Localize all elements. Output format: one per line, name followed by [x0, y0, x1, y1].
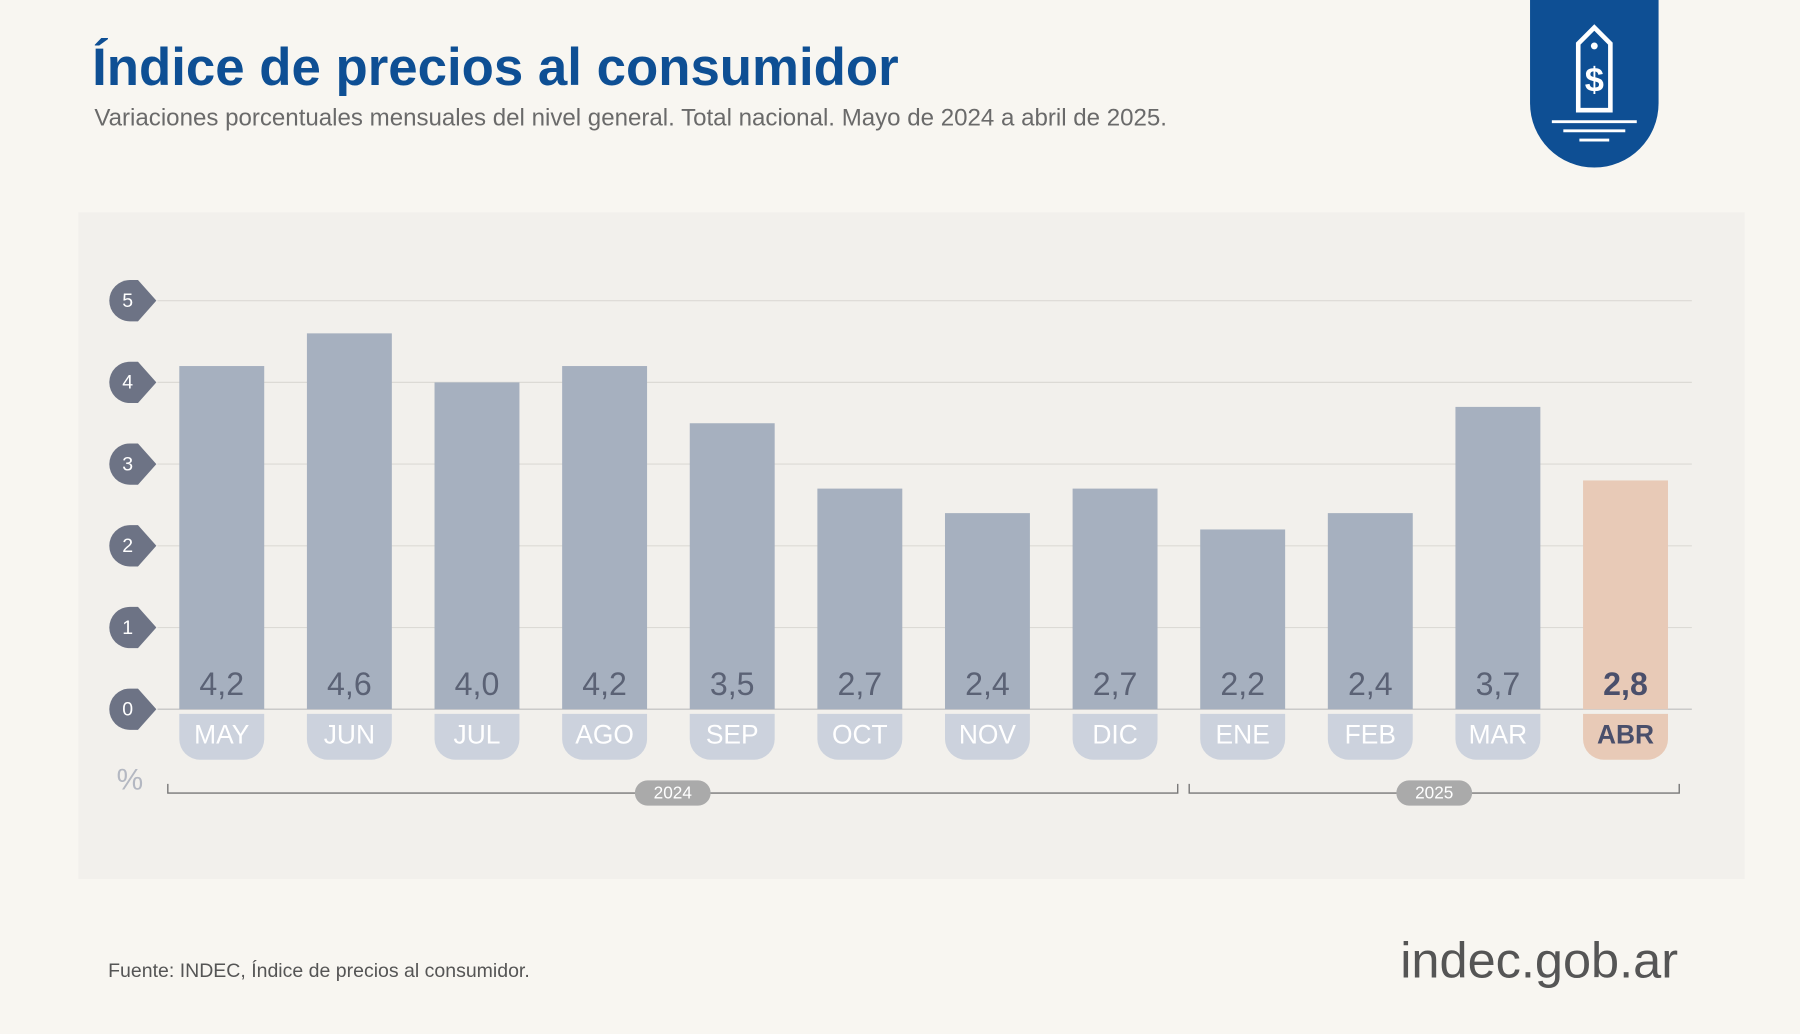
bar	[1200, 529, 1286, 710]
month-pill	[817, 713, 903, 760]
bar	[179, 366, 265, 710]
price-tag-icon: $	[1530, 0, 1659, 168]
month-pill	[562, 713, 648, 760]
svg-text:$: $	[1585, 62, 1604, 100]
value-label: 2,4	[965, 666, 1010, 702]
month-pill	[689, 713, 775, 760]
x-tick-label: JUN	[324, 720, 375, 750]
bar	[689, 423, 775, 710]
y-tick-badge	[109, 606, 157, 649]
y-tick-badge	[109, 525, 157, 567]
value-label: 4,6	[327, 666, 372, 702]
value-label: 3,7	[1476, 666, 1521, 702]
month-pill	[944, 713, 1030, 760]
x-tick-label: AGO	[575, 720, 634, 750]
chart-title: Índice de precios al consumidor	[92, 37, 899, 97]
x-tick-label: ABR	[1597, 720, 1654, 750]
y-tick-label: 0	[122, 699, 133, 721]
year-pill	[1396, 780, 1473, 806]
y-tick-label: 5	[122, 290, 133, 312]
bar	[434, 382, 520, 710]
x-tick-label: MAR	[1469, 720, 1528, 750]
value-label: 2,7	[1093, 666, 1138, 702]
value-label: 4,2	[582, 666, 627, 702]
x-tick-label: OCT	[832, 720, 888, 750]
value-label: 2,7	[837, 666, 882, 702]
bar	[1327, 513, 1413, 710]
source-note: Fuente: INDEC, Índice de precios al cons…	[108, 959, 530, 982]
month-pill	[179, 713, 265, 760]
x-tick-label: NOV	[959, 720, 1017, 750]
year-pill	[634, 780, 711, 806]
chart-subtitle: Variaciones porcentuales mensuales del n…	[94, 105, 1167, 132]
value-label: 4,2	[199, 666, 244, 702]
month-pill	[1200, 713, 1286, 760]
bar	[1583, 480, 1668, 710]
month-pill	[1583, 713, 1668, 760]
year-label: 2025	[1415, 783, 1453, 803]
bar	[817, 488, 903, 710]
bar	[944, 513, 1030, 710]
value-label: 2,2	[1220, 666, 1265, 702]
y-tick-label: 1	[122, 617, 133, 639]
x-tick-label: FEB	[1345, 720, 1396, 750]
y-tick-label: 3	[122, 453, 133, 475]
unit-label: %	[117, 763, 144, 796]
y-tick-badge	[109, 361, 157, 404]
month-pill	[434, 713, 520, 760]
month-pill	[1455, 713, 1541, 760]
y-tick-label: 4	[122, 372, 133, 394]
x-tick-label: JUL	[454, 720, 501, 750]
value-label: 2,4	[1348, 666, 1393, 702]
value-label: 4,0	[455, 666, 500, 702]
month-pill	[1072, 713, 1158, 760]
brand-logo: indec.gob.ar	[1400, 931, 1678, 988]
bar	[562, 366, 648, 710]
y-tick-badge	[109, 443, 157, 485]
year-label: 2024	[654, 783, 693, 803]
bar	[1072, 488, 1158, 710]
x-tick-label: SEP	[706, 720, 759, 750]
y-tick-badge	[109, 280, 157, 322]
value-label: 3,5	[710, 666, 755, 702]
value-label: 2,8	[1603, 666, 1648, 702]
y-tick-badge	[109, 688, 157, 730]
x-tick-label: DIC	[1092, 720, 1137, 750]
bar	[1455, 406, 1541, 710]
month-pill	[306, 713, 392, 760]
bar	[306, 333, 392, 710]
month-pill	[1327, 713, 1413, 760]
y-tick-label: 2	[122, 535, 133, 557]
x-tick-label: MAY	[194, 720, 250, 750]
x-tick-label: ENE	[1216, 720, 1270, 750]
